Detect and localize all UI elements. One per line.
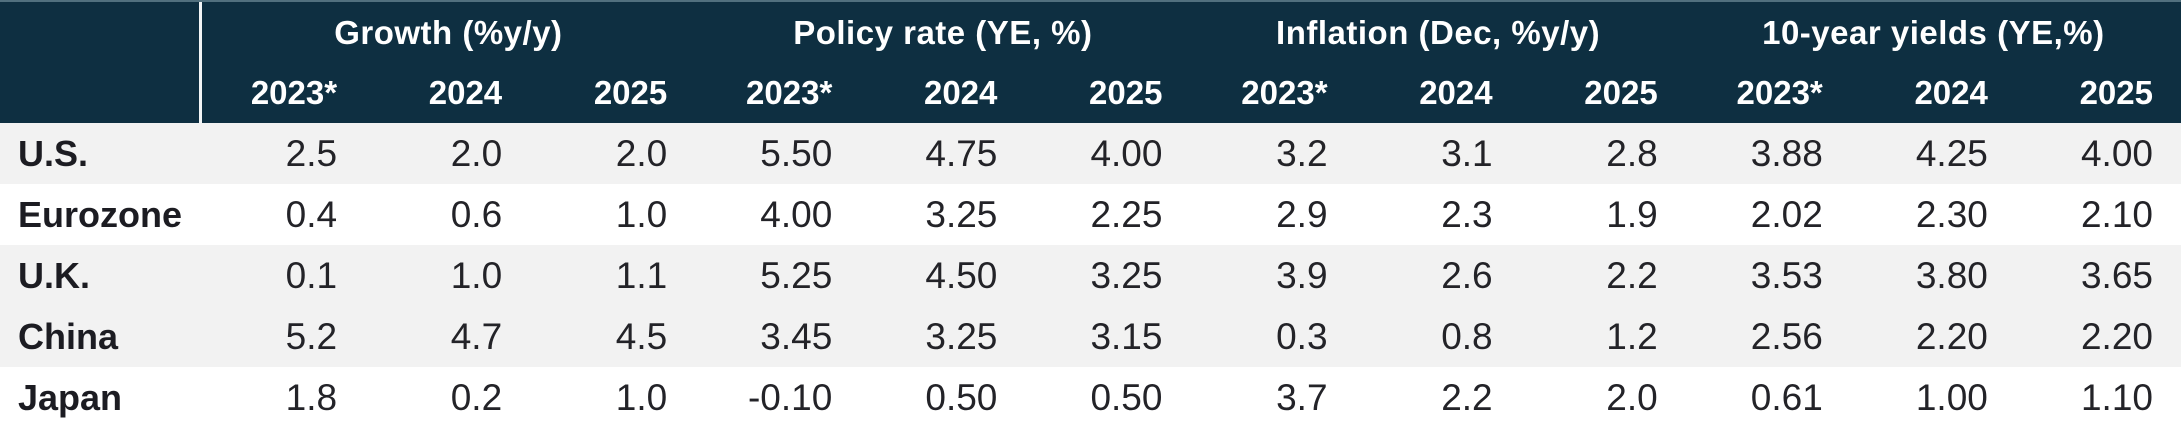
row-label: Japan [18, 376, 123, 418]
year-header: 2023* [1190, 63, 1356, 123]
table-row: Japan 1.8 0.2 1.0 -0.10 0.50 0.50 3.7 2.2 2.0 0.61… [0, 367, 2181, 424]
year-header: 2024 [1355, 63, 1521, 123]
cell-value: 1.8 [285, 376, 338, 418]
cell-value: 3.65 [2080, 254, 2153, 296]
corner-cell [0, 63, 202, 123]
cell-value: 0.2 [450, 376, 503, 418]
cell-value: 5.2 [285, 315, 338, 357]
cell-value: 0.8 [1441, 315, 1493, 357]
cell-value: -0.10 [747, 376, 833, 418]
cell-value: 3.53 [1750, 254, 1823, 296]
cell-value: 1.10 [2080, 376, 2153, 418]
cell-value: 3.88 [1750, 132, 1823, 174]
year-header: 2023* [200, 63, 366, 123]
table-row: Eurozone 0.4 0.6 1.0 4.00 3.25 2.25 2.9 2.3 1.9 2.… [0, 184, 2181, 245]
cell-value: 0.4 [285, 193, 338, 235]
cell-value: 2.20 [2080, 315, 2153, 357]
cell-value: 0.1 [285, 254, 338, 296]
cell-value: 3.45 [760, 315, 833, 357]
row-label: China [18, 315, 119, 357]
year-header: 2025 [2015, 63, 2181, 123]
cell-value: 2.5 [285, 132, 338, 174]
cell-value: 4.50 [925, 254, 998, 296]
cell-value: 2.3 [1441, 193, 1493, 235]
cell-value: 4.75 [925, 132, 998, 174]
cell-value: 2.2 [1606, 254, 1658, 296]
cell-value: 2.9 [1276, 193, 1328, 235]
table-header: Growth (%y/y) Policy rate (YE, %) Inflat… [0, 2, 2181, 123]
corner-cell [0, 2, 202, 63]
cell-value: 3.25 [1090, 254, 1163, 296]
group-header-growth: Growth (%y/y) [200, 2, 696, 63]
year-header: 2025 [530, 63, 696, 123]
cell-value: 0.3 [1276, 315, 1328, 357]
cell-value: 3.80 [1915, 254, 1988, 296]
year-header: 2023* [1685, 63, 1851, 123]
cell-value: 3.7 [1276, 376, 1328, 418]
cell-value: 4.5 [615, 315, 668, 357]
table-row: China 5.2 4.7 4.5 3.45 3.25 3.15 0.3 0.8 1.2 2.56 2… [0, 306, 2181, 367]
cell-value: 2.8 [1606, 132, 1658, 174]
cell-value: 2.25 [1090, 193, 1163, 235]
cell-value: 1.2 [1606, 315, 1658, 357]
cell-value: 2.0 [1606, 376, 1658, 418]
cell-value: 3.25 [925, 315, 998, 357]
cell-value: 1.9 [1606, 193, 1658, 235]
cell-value: 2.20 [1915, 315, 1988, 357]
cell-value: 1.0 [615, 193, 668, 235]
cell-value: 2.2 [1441, 376, 1493, 418]
cell-value: 2.10 [2080, 193, 2153, 235]
cell-value: 2.02 [1750, 193, 1823, 235]
cell-value: 1.00 [1915, 376, 1988, 418]
cell-value: 0.50 [925, 376, 998, 418]
table-row: U.S. 2.5 2.0 2.0 5.50 4.75 4.00 3.2 3.1 2.8 3.88 4.… [0, 123, 2181, 184]
group-header-inflation: Inflation (Dec, %y/y) [1190, 2, 1686, 63]
group-header-policy-rate: Policy rate (YE, %) [695, 2, 1191, 63]
cell-value: 2.0 [615, 132, 668, 174]
cell-value: 5.50 [760, 132, 833, 174]
table-row: U.K. 0.1 1.0 1.1 5.25 4.50 3.25 3.9 2.6 2.2 3.53 3.… [0, 245, 2181, 306]
row-label: U.S. [18, 132, 89, 174]
cell-value: 5.25 [760, 254, 833, 296]
cell-value: 1.1 [615, 254, 668, 296]
cell-value: 2.0 [450, 132, 503, 174]
cell-value: 4.00 [1090, 132, 1163, 174]
cell-value: 2.6 [1441, 254, 1493, 296]
row-label: U.K. [18, 254, 90, 296]
cell-value: 0.61 [1750, 376, 1823, 418]
cell-value: 3.25 [925, 193, 998, 235]
cell-value: 3.1 [1441, 132, 1493, 174]
row-label: Eurozone [18, 193, 183, 235]
year-header: 2025 [1520, 63, 1686, 123]
cell-value: 3.9 [1276, 254, 1328, 296]
year-header: 2024 [1850, 63, 2016, 123]
cell-value: 2.30 [1915, 193, 1988, 235]
year-header: 2023* [695, 63, 861, 123]
cell-value: 0.6 [450, 193, 503, 235]
table-body: U.S. 2.5 2.0 2.0 5.50 4.75 4.00 3.2 3.1 2.8 3.88 4.… [0, 123, 2181, 424]
cell-value: 2.56 [1750, 315, 1823, 357]
cell-value: 0.50 [1090, 376, 1163, 418]
cell-value: 4.00 [760, 193, 833, 235]
cell-value: 3.15 [1090, 315, 1163, 357]
cell-value: 1.0 [450, 254, 503, 296]
cell-value: 3.2 [1276, 132, 1328, 174]
group-header-row: Growth (%y/y) Policy rate (YE, %) Inflat… [0, 2, 2181, 63]
cell-value: 4.25 [1915, 132, 1988, 174]
year-header: 2025 [1025, 63, 1191, 123]
cell-value: 1.0 [615, 376, 668, 418]
year-header-row: 2023* 2024 2025 2023* 2024 2025 2023* 2024 2025 2… [0, 63, 2181, 123]
group-header-10y-yields: 10-year yields (YE,%) [1685, 2, 2181, 63]
year-header: 2024 [365, 63, 531, 123]
cell-value: 4.7 [450, 315, 503, 357]
year-header: 2024 [860, 63, 1026, 123]
cell-value: 4.00 [2080, 132, 2153, 174]
